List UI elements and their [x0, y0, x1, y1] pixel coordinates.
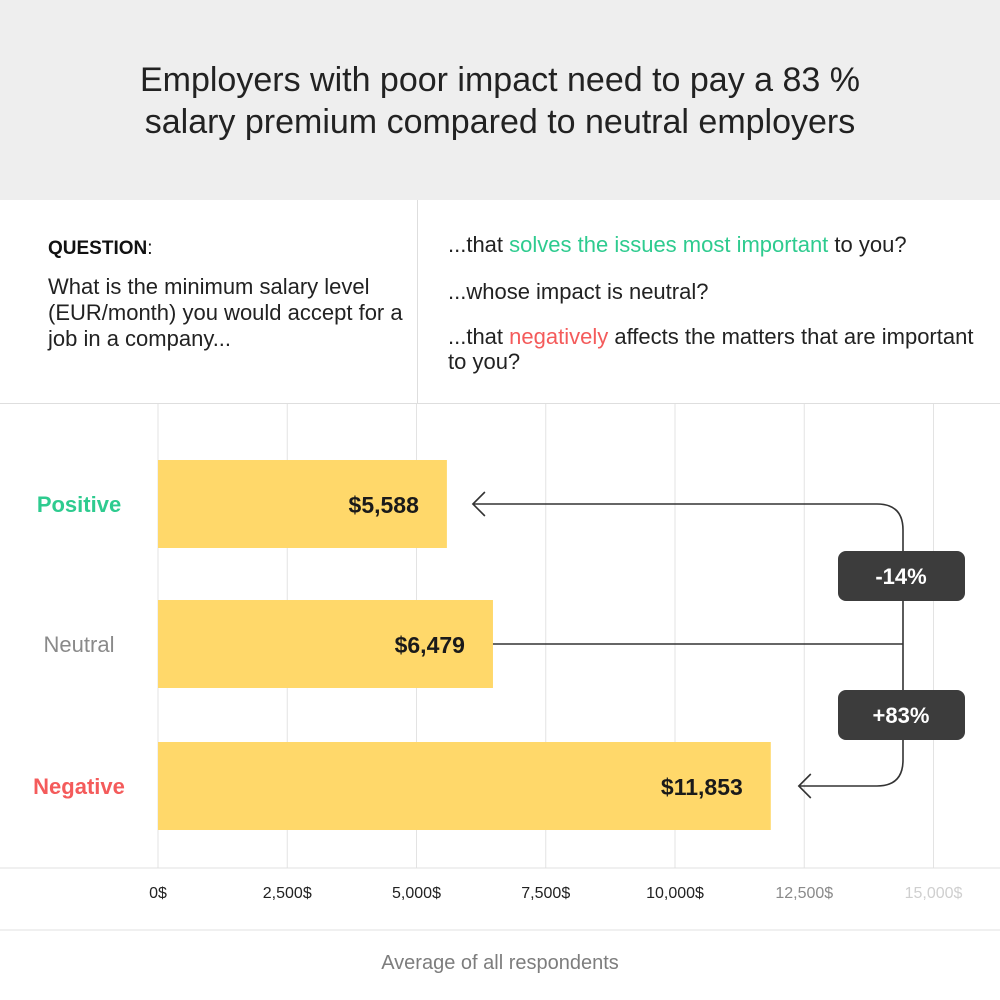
arrowhead-negative — [797, 773, 812, 799]
annotation-label: -14% — [875, 564, 926, 589]
salary-bar-chart: $5,588 Positive $6,479 Neutral $11,853 Negati… — [0, 404, 1000, 931]
x-tick-label: 15,000$ — [905, 885, 963, 902]
connector-to-negative — [798, 644, 904, 787]
bar-value-label: $5,588 — [349, 492, 420, 518]
option-negative-prefix: ...that — [448, 324, 510, 349]
annotations: -14% +83% — [471, 491, 965, 799]
option-positive: ...that solves the issues most important… — [448, 232, 988, 257]
header-banner: Employers with poor impact need to pay a… — [0, 0, 1000, 200]
x-tick-label: 0$ — [149, 885, 167, 902]
bars: $5,588 Positive $6,479 Neutral $11,853 Negati… — [33, 460, 771, 830]
question-bottom-divider — [0, 403, 1000, 404]
question-heading-colon: : — [147, 238, 153, 259]
option-neutral-text: ...whose impact is neutral? — [448, 279, 709, 304]
annotation-badge — [838, 690, 965, 740]
connector-to-positive — [472, 503, 904, 644]
option-positive-highlight: solves the issues most important — [509, 232, 829, 257]
x-tick-label: 5,000$ — [392, 885, 441, 902]
option-neutral: ...whose impact is neutral? — [448, 279, 988, 304]
page-title: Employers with poor impact need to pay a… — [139, 61, 861, 141]
x-axis-ticks: 0$ 2,500$ 5,000$ 7,500$ 10,000$ 12,500$ 15,000… — [149, 885, 962, 902]
x-axis-label: Average of all respondents — [381, 952, 619, 974]
x-tick-label: 12,500$ — [775, 885, 833, 902]
category-label-neutral: Neutral — [44, 632, 115, 657]
option-negative-suffix: affects the matters that are important t… — [448, 324, 974, 374]
option-positive-suffix: to you? — [828, 232, 907, 257]
bar-value-label: $11,853 — [661, 774, 743, 800]
option-positive-prefix: ...that — [448, 232, 510, 257]
panel-divider — [417, 200, 418, 404]
question-text: What is the minimum salary level (EUR/mo… — [48, 274, 403, 351]
bar-negative — [158, 742, 771, 830]
category-label-negative: Negative — [33, 774, 125, 799]
annotation-label: +83% — [873, 703, 930, 728]
option-negative-highlight: negatively — [509, 324, 609, 349]
x-tick-label: 10,000$ — [646, 885, 704, 902]
bar-value-label: $6,479 — [395, 632, 465, 658]
arrowhead-positive — [471, 491, 486, 517]
category-label-positive: Positive — [37, 492, 121, 517]
bar-neutral — [158, 600, 493, 688]
option-negative: ...that negatively affects the matters t… — [448, 324, 988, 374]
question-heading: QUESTION: — [48, 238, 153, 260]
x-tick-label: 2,500$ — [263, 885, 312, 902]
bar-positive — [158, 460, 447, 548]
question-heading-text: QUESTION — [48, 238, 148, 259]
x-tick-label: 7,500$ — [521, 885, 570, 902]
annotation-badge — [838, 551, 965, 601]
